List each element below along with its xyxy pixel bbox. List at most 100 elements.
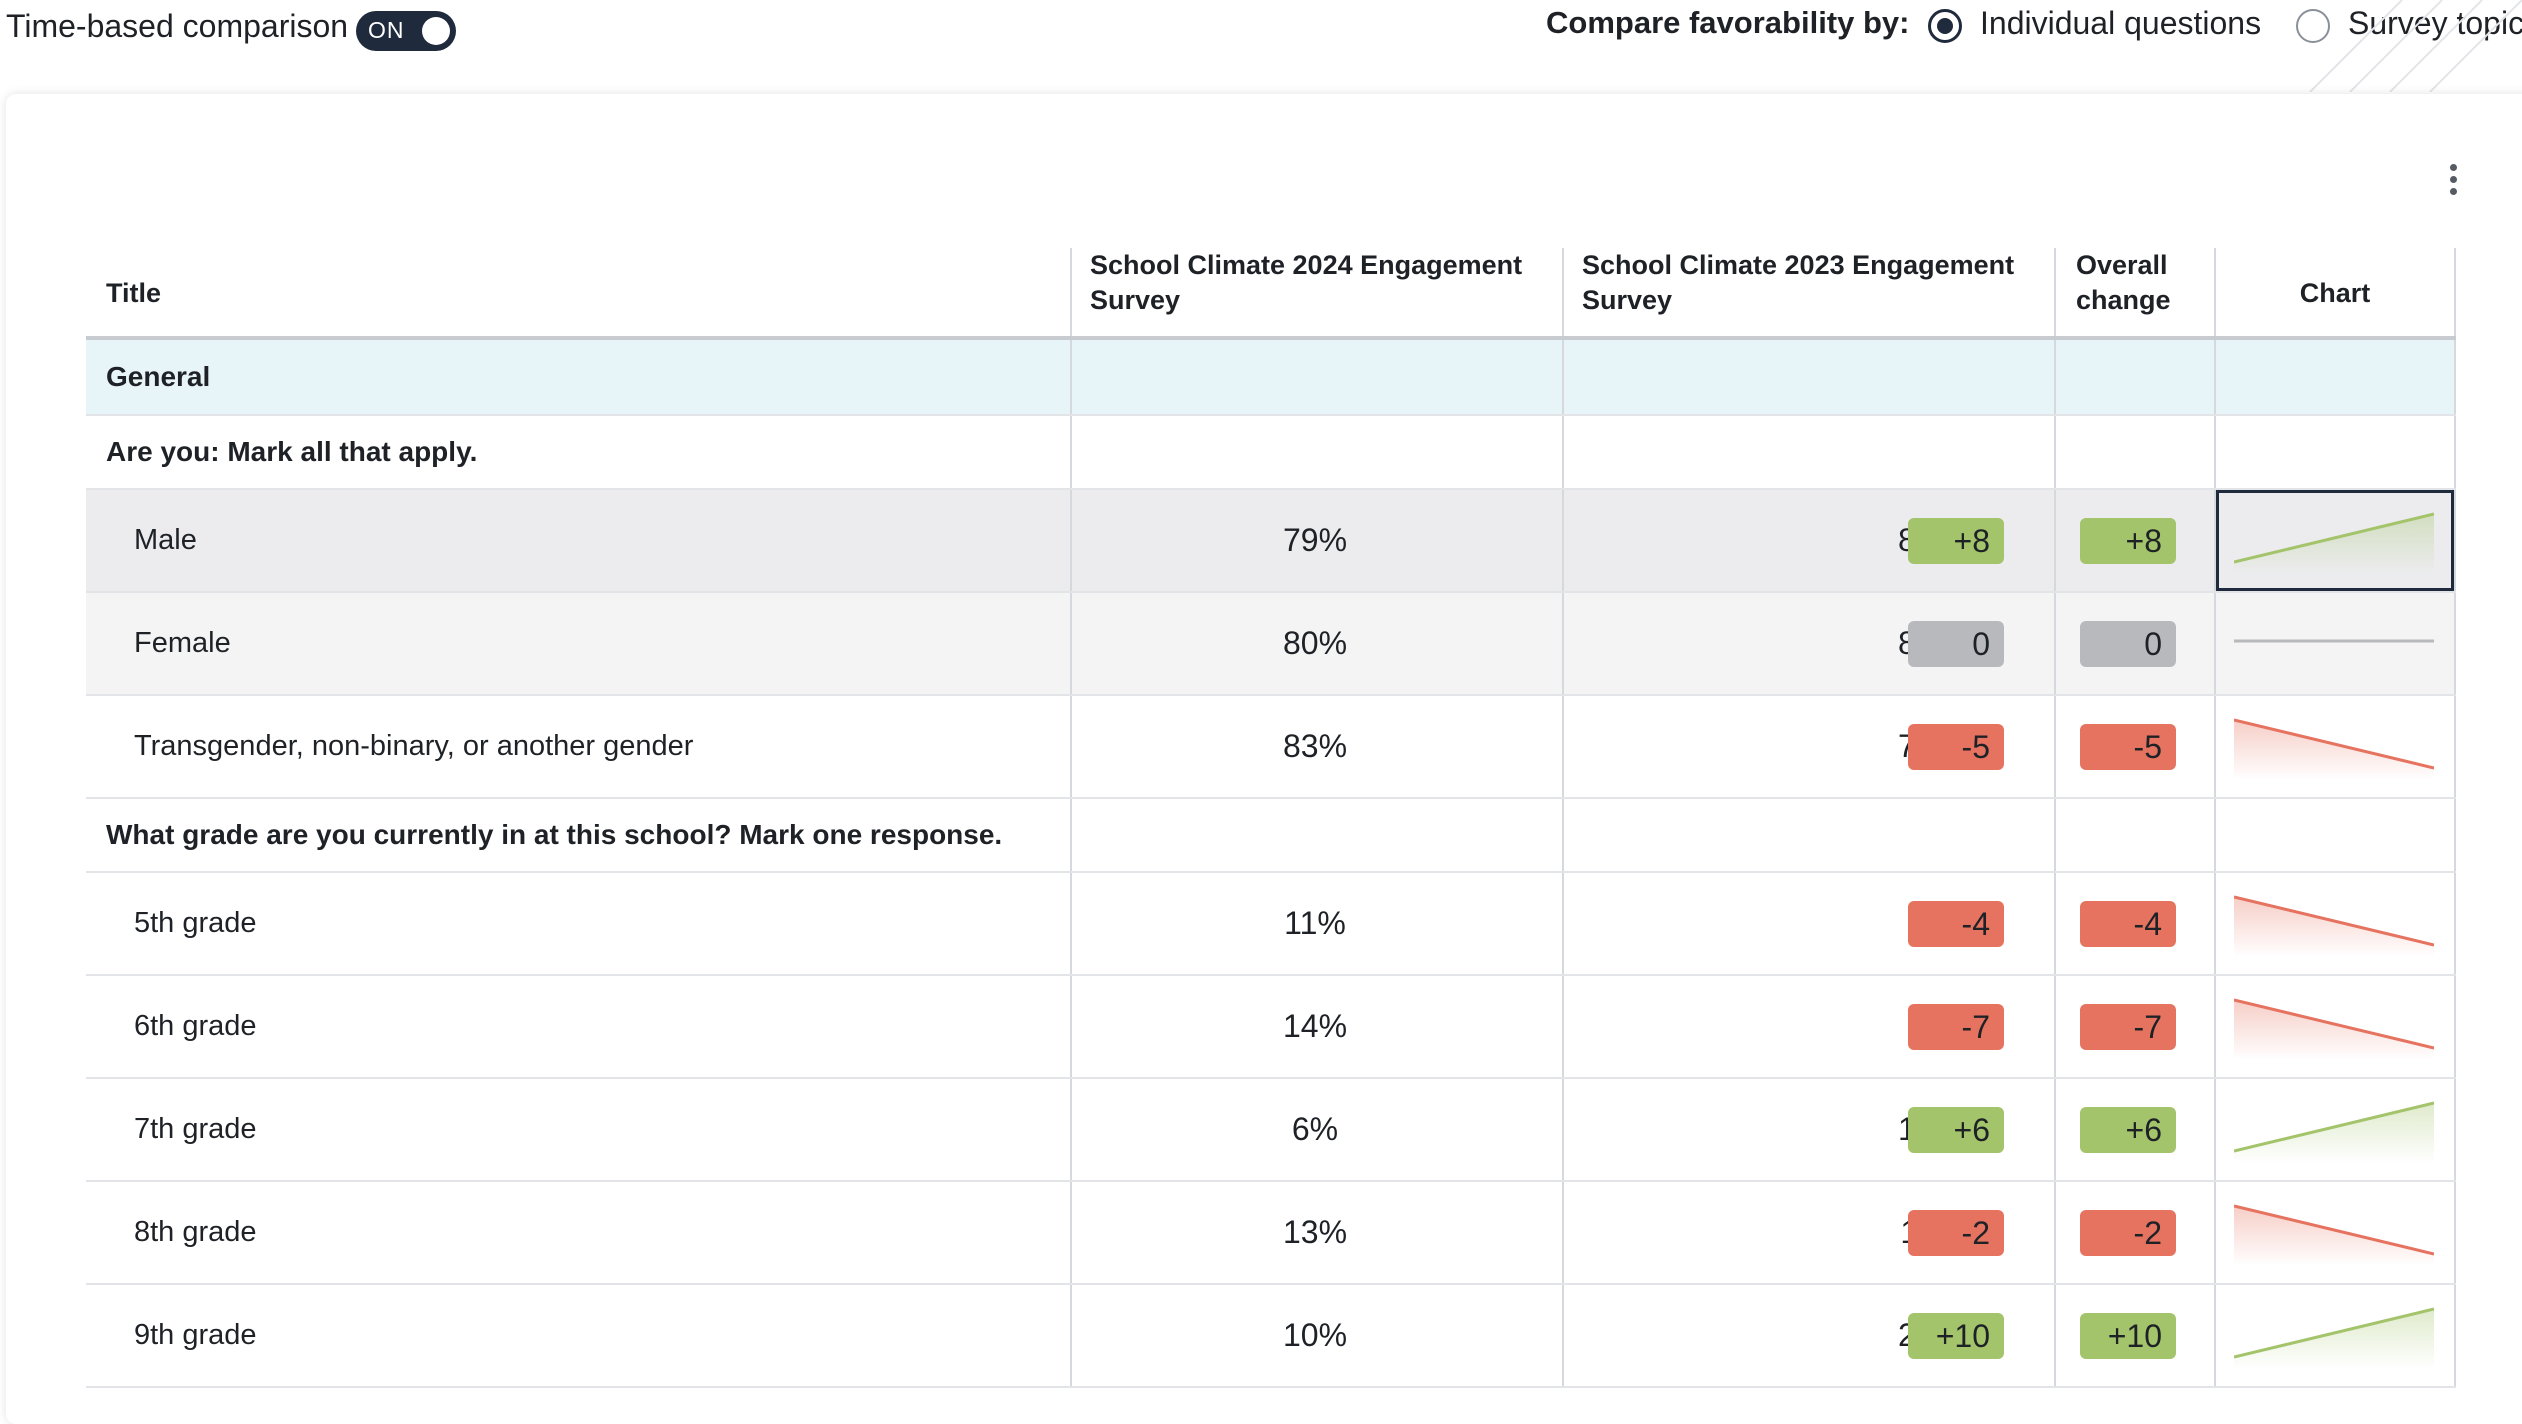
value-2024: 83% xyxy=(1282,728,1348,764)
trend-chart[interactable] xyxy=(2216,593,2454,694)
overall-change-badge: +6 xyxy=(2080,1107,2176,1153)
radio-unchecked-icon xyxy=(2296,9,2330,43)
diff-badge: -7 xyxy=(1908,1004,2004,1050)
sparkline xyxy=(2234,1204,2434,1266)
overall-change-badge: -5 xyxy=(2080,724,2176,770)
table-header: Title School Climate 2024 Engagement Sur… xyxy=(86,248,2456,340)
trend-chart[interactable] xyxy=(2216,976,2454,1077)
table-row[interactable]: Female 80% 80% 0 0 xyxy=(86,593,2456,696)
header-overall-change[interactable]: Overall change xyxy=(2076,248,2171,318)
answer-label: 6th grade xyxy=(134,1010,257,1042)
compare-by-label: Compare favorability by: xyxy=(1546,5,1910,40)
time-comparison-label: Time-based comparison xyxy=(6,8,349,44)
value-2023: 7% xyxy=(1576,873,1962,974)
overall-change-badge: -7 xyxy=(2080,1004,2176,1050)
value-2024: 11% xyxy=(1284,905,1346,941)
comparison-table: Title School Climate 2024 Engagement Sur… xyxy=(86,248,2456,1388)
answer-label: Female xyxy=(134,627,231,659)
sparkline xyxy=(2234,895,2434,957)
category-row: General xyxy=(86,340,2456,416)
sparkline xyxy=(2234,512,2434,574)
header-2024-line2: Survey xyxy=(1090,285,1181,315)
value-2023: 80% xyxy=(1576,593,1962,694)
overall-change-badge: -2 xyxy=(2080,1210,2176,1256)
diff-badge: +6 xyxy=(1908,1107,2004,1153)
diff-badge: -5 xyxy=(1908,724,2004,770)
header-chart: Chart xyxy=(2299,278,2371,308)
sparkline-line xyxy=(2234,1204,2434,1256)
category-title: General xyxy=(106,361,211,392)
table-row[interactable]: Male 79% 87% +8 +8 xyxy=(86,490,2456,593)
diff-badge: -4 xyxy=(1908,901,2004,947)
sparkline xyxy=(2234,718,2434,780)
sparkline-line xyxy=(2234,718,2434,770)
sparkline-line xyxy=(2234,895,2434,947)
trend-chart[interactable] xyxy=(2216,696,2454,797)
header-overall-line2: change xyxy=(2076,285,2171,315)
table-row[interactable]: 5th grade 11% 7% -4 -4 xyxy=(86,873,2456,976)
header-2023-line1: School Climate 2023 Engagement xyxy=(1582,250,2015,280)
value-2023: 78% xyxy=(1576,696,1962,797)
trend-chart[interactable] xyxy=(2216,1079,2454,1180)
value-2024: 6% xyxy=(1291,1111,1339,1147)
radio-checked-icon xyxy=(1928,9,1962,43)
trend-chart[interactable] xyxy=(2216,873,2454,974)
trend-chart[interactable] xyxy=(2216,1182,2454,1283)
question-title: Are you: Mark all that apply. xyxy=(106,436,478,467)
value-2024: 13% xyxy=(1282,1214,1348,1250)
toggle-knob xyxy=(422,17,450,45)
value-2023: 12% xyxy=(1576,1079,1962,1180)
sparkline xyxy=(2234,998,2434,1060)
radio-label: Individual questions xyxy=(1980,5,2262,41)
header-2023-line2: Survey xyxy=(1582,285,1673,315)
table-row[interactable]: 8th grade 13% 11% -2 -2 xyxy=(86,1182,2456,1285)
header-2024-survey[interactable]: School Climate 2024 Engagement Survey xyxy=(1090,248,1522,318)
more-options-icon[interactable] xyxy=(2443,164,2463,198)
sparkline-line xyxy=(2234,1307,2434,1359)
overall-change-badge: -4 xyxy=(2080,901,2176,947)
time-comparison-toggle[interactable]: ON xyxy=(356,11,456,51)
question-title: What grade are you currently in at this … xyxy=(106,819,1003,850)
answer-label: 8th grade xyxy=(134,1216,257,1248)
value-2023: 87% xyxy=(1576,490,1962,591)
sparkline-area xyxy=(2234,1206,2434,1266)
sparkline-area xyxy=(2234,897,2434,957)
sparkline-area xyxy=(2234,1103,2434,1163)
sparkline-area xyxy=(2234,1000,2434,1060)
answer-label: Transgender, non-binary, or another gend… xyxy=(134,730,694,762)
answer-label: 9th grade xyxy=(134,1319,257,1351)
toggle-state-text: ON xyxy=(368,17,405,43)
value-2024: 10% xyxy=(1282,1317,1348,1353)
value-2023: 20% xyxy=(1576,1285,1962,1386)
table-row[interactable]: 9th grade 10% 20% +10 +10 xyxy=(86,1285,2456,1388)
value-2024: 79% xyxy=(1282,522,1348,558)
overall-change-badge: 0 xyxy=(2080,621,2176,667)
table-row[interactable]: 6th grade 14% 7% -7 -7 xyxy=(86,976,2456,1079)
table-row[interactable]: Transgender, non-binary, or another gend… xyxy=(86,696,2456,799)
header-title[interactable]: Title xyxy=(106,278,162,308)
trend-chart[interactable] xyxy=(2216,490,2454,591)
question-row: What grade are you currently in at this … xyxy=(86,799,2456,873)
diff-badge: +10 xyxy=(1908,1313,2004,1359)
value-2024: 14% xyxy=(1282,1008,1348,1044)
overall-change-badge: +10 xyxy=(2080,1313,2176,1359)
sparkline-area xyxy=(2234,1309,2434,1369)
value-2023: 11% xyxy=(1576,1182,1962,1283)
toolbar: Time-based comparison ON Compare favorab… xyxy=(0,0,2522,92)
value-2024: 80% xyxy=(1282,625,1348,661)
answer-label: 7th grade xyxy=(134,1113,257,1145)
answer-label: Male xyxy=(134,524,197,556)
sparkline-line xyxy=(2234,1101,2434,1153)
header-overall-line1: Overall xyxy=(2076,250,2168,280)
question-row: Are you: Mark all that apply. xyxy=(86,416,2456,490)
header-2024-line1: School Climate 2024 Engagement xyxy=(1090,250,1523,280)
trend-chart[interactable] xyxy=(2216,1285,2454,1386)
radio-label: Survey topic xyxy=(2348,5,2522,41)
header-2023-survey[interactable]: School Climate 2023 Engagement Survey xyxy=(1582,248,2014,318)
sparkline-area xyxy=(2234,720,2434,780)
diff-badge: -2 xyxy=(1908,1210,2004,1256)
value-2023: 7% xyxy=(1576,976,1962,1077)
sparkline xyxy=(2234,639,2434,643)
overall-change-badge: +8 xyxy=(2080,518,2176,564)
table-row[interactable]: 7th grade 6% 12% +6 +6 xyxy=(86,1079,2456,1182)
